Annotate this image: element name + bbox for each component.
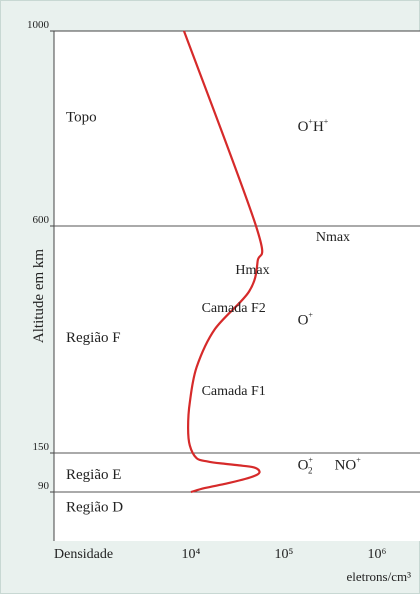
y-tick-label: 1000 <box>27 19 50 31</box>
ion-label: O+ 2 <box>298 455 314 475</box>
x-axis-label-left: Densidade <box>54 547 113 562</box>
y-axis-label: Altitude em km <box>31 249 47 343</box>
ion-labels: O+H+ O+ O+ 2 NO+ <box>298 117 362 475</box>
y-tick-label: 600 <box>33 214 50 226</box>
annotation-label: Camada F1 <box>202 384 266 399</box>
x-tick-label: 10⁴ <box>182 547 201 562</box>
annotation-label: Hmax <box>235 263 269 278</box>
x-axis-label: eletrons/cm³ <box>346 569 411 584</box>
y-tick-label: 150 <box>33 441 50 453</box>
ion-label: O+H+ <box>298 117 329 135</box>
x-axis-ticks: 10⁴ 10⁵ 10⁶ <box>182 547 387 562</box>
y-tick-label: 90 <box>38 480 50 492</box>
ion-label: O+ <box>298 310 314 328</box>
region-label: Região D <box>66 500 123 516</box>
region-label: Topo <box>66 109 97 125</box>
x-tick-label: 10⁵ <box>275 547 294 562</box>
annotations: Hmax Camada F2 Camada F1 Nmax <box>202 230 350 399</box>
region-label: Região E <box>66 467 121 483</box>
annotation-label: Camada F2 <box>202 301 266 316</box>
density-curve <box>182 30 264 494</box>
annotation-label: Nmax <box>316 230 350 245</box>
region-label: Região F <box>66 330 121 346</box>
ion-label: NO+ <box>335 455 362 473</box>
grid-lines <box>54 225 420 493</box>
region-labels: Região D Região E Região F Topo <box>66 109 123 515</box>
x-tick-label: 10⁶ <box>368 547 387 562</box>
y-axis-ticks: 90 150 600 1000 <box>27 19 54 493</box>
plot-area <box>54 31 420 541</box>
